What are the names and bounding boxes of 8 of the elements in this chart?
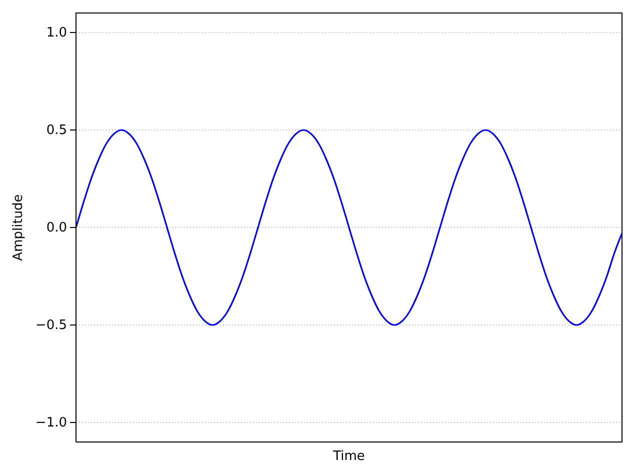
y-axis-title: Amplitude (11, 194, 26, 261)
y-tick-label: 0.5 (46, 123, 67, 138)
x-axis-title: Time (332, 449, 365, 464)
y-tick-label: −1.0 (35, 416, 67, 431)
y-tick-label: −0.5 (35, 318, 67, 334)
y-tick-label: 0.0 (46, 220, 67, 236)
line-series (75, 129, 623, 326)
y-tick-label: 1.0 (46, 26, 67, 41)
